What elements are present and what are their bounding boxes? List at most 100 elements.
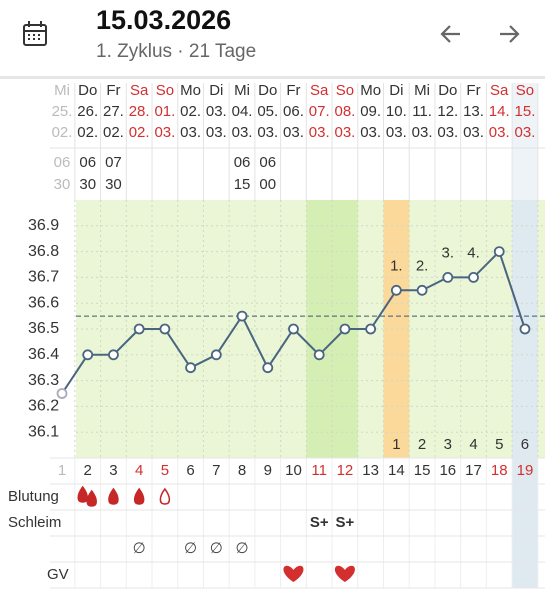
weekday: Mi xyxy=(54,82,70,99)
temperature-point xyxy=(339,323,351,335)
cervix-mark: ∅ xyxy=(236,540,249,557)
cervix-mark: ∅ xyxy=(210,540,223,557)
high-count: 1 xyxy=(392,436,400,453)
high-count: 2 xyxy=(418,436,426,453)
calendar-icon[interactable] xyxy=(23,21,47,46)
temperature-point xyxy=(442,271,454,283)
y-tick-label: 36.6 xyxy=(28,294,59,311)
high-count: 5 xyxy=(495,436,503,453)
weekday: So xyxy=(336,82,354,99)
y-tick-label: 36.2 xyxy=(28,398,59,415)
weekday: Mo xyxy=(360,82,381,99)
day-of-month: 26. xyxy=(77,103,98,120)
month: 02. xyxy=(129,124,150,141)
month: 03. xyxy=(412,124,433,141)
y-tick-label: 36.3 xyxy=(28,372,59,389)
day-of-month: 09. xyxy=(360,103,381,120)
temperature-point xyxy=(262,362,274,374)
next-button[interactable] xyxy=(500,25,520,43)
time-minute: 30 xyxy=(54,176,71,193)
time-minute: 30 xyxy=(79,176,96,193)
row-label: GV xyxy=(47,566,69,583)
month: 03. xyxy=(515,124,536,141)
temperature-point xyxy=(133,323,145,335)
day-of-month: 14. xyxy=(489,103,510,120)
y-tick-label: 36.8 xyxy=(28,243,59,260)
weekday: Fr xyxy=(466,82,480,99)
day-of-month: 05. xyxy=(257,103,278,120)
day-of-month: 27. xyxy=(103,103,124,120)
today-column xyxy=(512,200,538,588)
mucus-mark: S+ xyxy=(310,514,329,531)
weekday: Sa xyxy=(130,82,149,99)
month: 03. xyxy=(206,124,227,141)
cycle-day: 11 xyxy=(311,462,327,479)
weekday: Sa xyxy=(490,82,509,99)
title: 15.03.2026 xyxy=(96,5,231,35)
weekday: Mi xyxy=(234,82,250,99)
y-tick-label: 36.4 xyxy=(28,346,59,363)
high-count: 3 xyxy=(444,436,452,453)
month: 03. xyxy=(386,124,407,141)
cycle-day: 4 xyxy=(135,462,143,479)
mucus-mark: S+ xyxy=(336,514,355,531)
bleeding-drop xyxy=(86,489,97,507)
weekday: Mi xyxy=(414,82,430,99)
day-of-month: 01. xyxy=(154,103,175,120)
row-label: Schleim xyxy=(8,514,61,531)
month: 03. xyxy=(489,124,510,141)
weekday: Mo xyxy=(180,82,201,99)
month: 03. xyxy=(232,124,253,141)
day-of-month: 08. xyxy=(334,103,355,120)
day-of-month: 07. xyxy=(309,103,330,120)
month: 03. xyxy=(180,124,201,141)
weekday: Di xyxy=(209,82,223,99)
intercourse-heart xyxy=(334,565,355,582)
cycle-day: 7 xyxy=(212,462,220,479)
today-header xyxy=(512,83,538,200)
cycle-day: 16 xyxy=(439,462,456,479)
day-of-month: 02. xyxy=(180,103,201,120)
high-count: 6 xyxy=(521,436,529,453)
temperature-point xyxy=(519,323,531,335)
y-tick-label: 36.5 xyxy=(28,320,59,337)
day-of-month: 06. xyxy=(283,103,304,120)
bleeding-drop xyxy=(108,487,119,505)
day-of-month: 11. xyxy=(412,103,432,120)
time-hour: 06 xyxy=(259,154,276,171)
weekday: Di xyxy=(389,82,403,99)
row-label: Blutung xyxy=(8,488,59,505)
temperature-point xyxy=(185,362,197,374)
shift-label: 1. xyxy=(390,257,403,274)
high-count: 4 xyxy=(469,436,477,453)
month: 02. xyxy=(52,124,73,141)
cycle-day: 15 xyxy=(414,462,431,479)
weekday: Fr xyxy=(106,82,120,99)
day-of-month: 15. xyxy=(515,103,536,120)
prev-button[interactable] xyxy=(440,25,460,43)
month: 02. xyxy=(77,124,98,141)
bleeding-drop xyxy=(77,485,88,503)
time-hour: 06 xyxy=(234,154,251,171)
temperature-point xyxy=(56,388,68,399)
temperature-point xyxy=(468,271,479,283)
cycle-day: 14 xyxy=(388,462,405,479)
month: 02. xyxy=(103,124,124,141)
day-of-month: 10. xyxy=(386,103,407,120)
month: 03. xyxy=(309,124,330,141)
bleeding-drop xyxy=(159,487,171,505)
temperature-point xyxy=(108,349,119,361)
temperature-point xyxy=(82,349,94,361)
weekday: So xyxy=(516,82,534,99)
temperature-point xyxy=(493,246,505,258)
header-shadow xyxy=(0,76,545,79)
y-tick-label: 36.1 xyxy=(28,423,59,440)
cycle-day: 9 xyxy=(264,462,272,479)
cycle-day: 12 xyxy=(337,462,354,479)
day-of-month: 13. xyxy=(463,103,484,120)
weekday: Do xyxy=(78,82,97,99)
month: 03. xyxy=(334,124,355,141)
day-of-month: 12. xyxy=(437,103,458,120)
month: 03. xyxy=(257,124,278,141)
